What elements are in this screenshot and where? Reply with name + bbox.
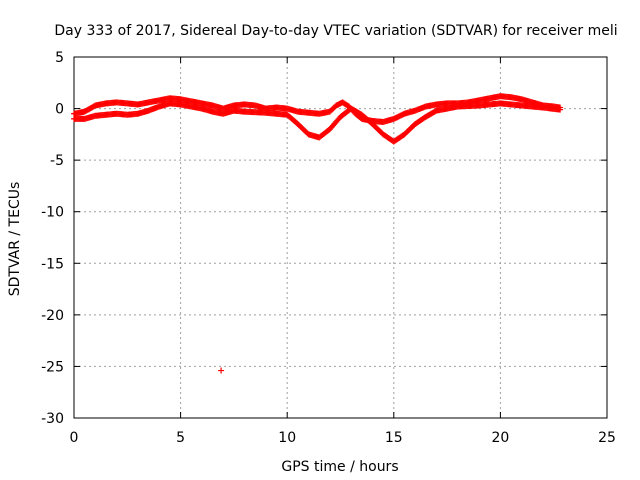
band-b-point [557, 106, 564, 113]
x-tick-label: 25 [598, 430, 616, 446]
y-tick-label: -30 [41, 411, 64, 427]
y-tick-label: -10 [41, 205, 64, 221]
y-tick-label: -15 [41, 256, 64, 272]
x-tick-label: 20 [491, 430, 509, 446]
y-tick-label: -5 [50, 153, 64, 169]
x-tick-label: 15 [385, 430, 403, 446]
x-tick-label: 5 [176, 430, 185, 446]
x-tick-label: 10 [278, 430, 296, 446]
axis-ticks: 0 5 10 15 20 25 5 0 -5 -10 -15 -20 -25 -30 [41, 50, 616, 446]
y-tick-label: -20 [41, 308, 64, 324]
y-axis-label: SDTVAR / TECUs [7, 182, 23, 297]
data-points [71, 93, 564, 374]
y-tick-label: 0 [55, 102, 64, 118]
y-tick-label: -25 [41, 359, 64, 375]
x-axis-label: GPS time / hours [281, 459, 398, 475]
plot-frame [73, 56, 608, 419]
outlier-point [218, 367, 225, 374]
x-tick-label: 0 [70, 430, 79, 446]
y-tick-label: 5 [55, 50, 64, 66]
chart-title: Day 333 of 2017, Sidereal Day-to-day VTE… [54, 23, 617, 39]
